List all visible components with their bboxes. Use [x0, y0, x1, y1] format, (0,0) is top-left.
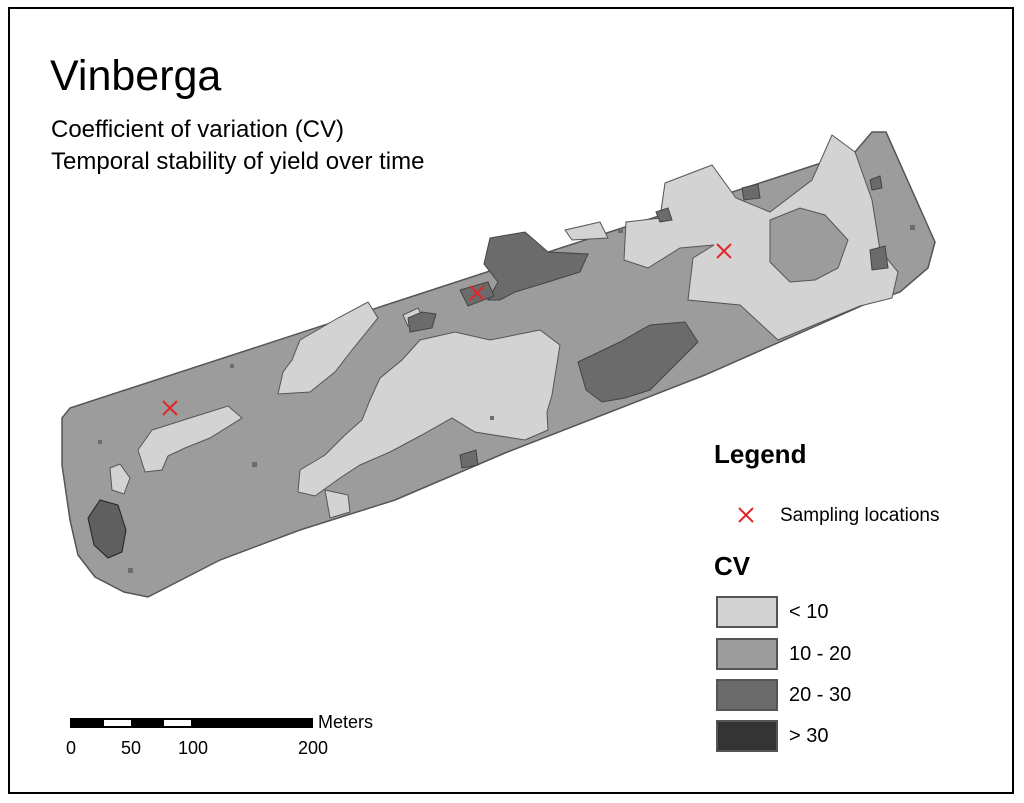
map-subtitle: Coefficient of variation (CV) — [51, 116, 345, 143]
map-title: Vinberga — [50, 52, 222, 100]
cv-zones-high — [407, 175, 889, 469]
legend-sampling-icon — [738, 507, 754, 523]
legend-item: 20 - 30 — [715, 679, 965, 713]
legend-item: 10 - 20 — [715, 638, 965, 672]
scale-bar — [70, 718, 313, 728]
legend-item: > 30 — [715, 720, 965, 754]
scale-bar-tick: 100 — [177, 738, 209, 758]
legend-swatch — [716, 720, 778, 752]
scale-bar-tick: 50 — [120, 738, 142, 758]
legend-item: < 10 — [715, 596, 965, 630]
legend-label: 20 - 30 — [789, 684, 852, 706]
sampling-marker — [716, 243, 732, 259]
legend-label: > 30 — [789, 725, 829, 747]
legend-swatch — [716, 679, 778, 711]
cv-zones-low — [109, 134, 899, 519]
cv-zones-very-high — [87, 499, 127, 559]
scale-bar-tick: 0 — [65, 738, 77, 758]
legend-swatch — [716, 638, 778, 670]
legend-cv-title: CV — [714, 551, 751, 581]
sampling-marker — [469, 285, 485, 301]
scale-bar-unit: Meters — [318, 712, 374, 732]
map-subtitle: Temporal stability of yield over time — [51, 148, 425, 175]
legend-sampling-label: Sampling locations — [780, 505, 940, 526]
legend-swatch — [716, 596, 778, 628]
legend-label: < 10 — [789, 601, 829, 623]
legend-title: Legend — [714, 439, 807, 469]
sampling-marker — [162, 400, 178, 416]
cv-speckles — [98, 225, 915, 573]
legend-label: 10 - 20 — [789, 643, 852, 665]
scale-bar-tick: 200 — [297, 738, 329, 758]
